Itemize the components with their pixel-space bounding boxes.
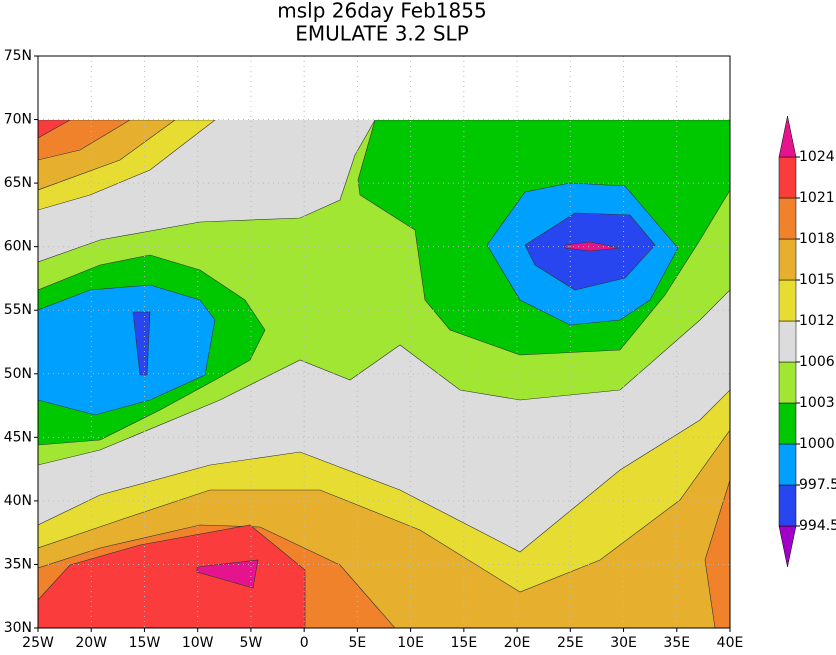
title: mslp 26day Feb1855 — [277, 0, 486, 23]
x-tick-label: 25W — [22, 635, 54, 651]
colorbar-segment — [778, 197, 797, 240]
contour-region — [704, 479, 730, 628]
contour-region — [38, 120, 131, 161]
y-tick-label: 60N — [4, 239, 32, 255]
colorbar-arrow — [778, 115, 797, 158]
x-tick-label: 20E — [504, 635, 531, 651]
colorbar-label: 1015 — [799, 272, 835, 288]
colorbar-label: 1018 — [799, 231, 835, 247]
x-tick-label: 40E — [717, 635, 744, 651]
contour-region — [38, 284, 216, 416]
colorbar-label: 994.5 — [799, 518, 836, 534]
x-tick-label: 15E — [451, 635, 478, 651]
colorbar-segment — [778, 443, 797, 486]
colorbar-segment — [778, 320, 797, 363]
colorbar-label: 1012 — [799, 313, 835, 329]
subtitle: EMULATE 3.2 SLP — [295, 22, 469, 46]
colorbar-label: 1006 — [799, 354, 835, 370]
colorbar-segment — [778, 484, 797, 527]
contour-region — [524, 212, 656, 291]
x-tick-label: 5W — [240, 635, 263, 651]
x-tick-label: 15W — [129, 635, 161, 651]
y-tick-label: 65N — [4, 175, 32, 191]
y-tick-label: 75N — [4, 48, 32, 64]
x-tick-label: 30E — [610, 635, 637, 651]
y-tick-label: 45N — [4, 429, 32, 445]
x-tick-label: 35E — [663, 635, 690, 651]
colorbar-segment — [778, 156, 797, 199]
colorbar-segment — [778, 279, 797, 322]
x-tick-label: 20W — [75, 635, 107, 651]
x-tick-label: 5E — [349, 635, 367, 651]
contours — [38, 120, 730, 628]
contour-region — [564, 241, 621, 252]
colorbar: 994.5 997.5 1000 1003 1006 1012 1015 1018 1021 10… — [778, 115, 836, 568]
x-tick-label: 10W — [182, 635, 214, 651]
colorbar-label: 997.5 — [799, 477, 836, 493]
map-frame — [37, 55, 731, 629]
y-tick-label: 50N — [4, 366, 32, 382]
colorbar-label: 1024 — [799, 149, 835, 165]
y-tick-label: 35N — [4, 556, 32, 572]
y-tick-label: 30N — [4, 620, 32, 636]
y-tick-label: 40N — [4, 493, 32, 509]
x-tick-label: 10E — [397, 635, 424, 651]
colorbar-segment — [778, 361, 797, 404]
colorbar-segment — [778, 402, 797, 445]
colorbar-segment — [778, 238, 797, 281]
colorbar-label: 1000 — [799, 436, 835, 452]
contour-region — [196, 559, 259, 589]
y-tick-label: 55N — [4, 302, 32, 318]
colorbar-label: 1021 — [799, 190, 835, 206]
colorbar-arrow — [778, 525, 797, 568]
contour-region — [38, 120, 71, 139]
x-tick-label: 25E — [557, 635, 584, 651]
colorbar-label: 1003 — [799, 395, 835, 411]
y-tick-label: 70N — [4, 112, 32, 128]
x-tick-label: 0 — [300, 635, 309, 651]
contour-region — [38, 524, 306, 628]
